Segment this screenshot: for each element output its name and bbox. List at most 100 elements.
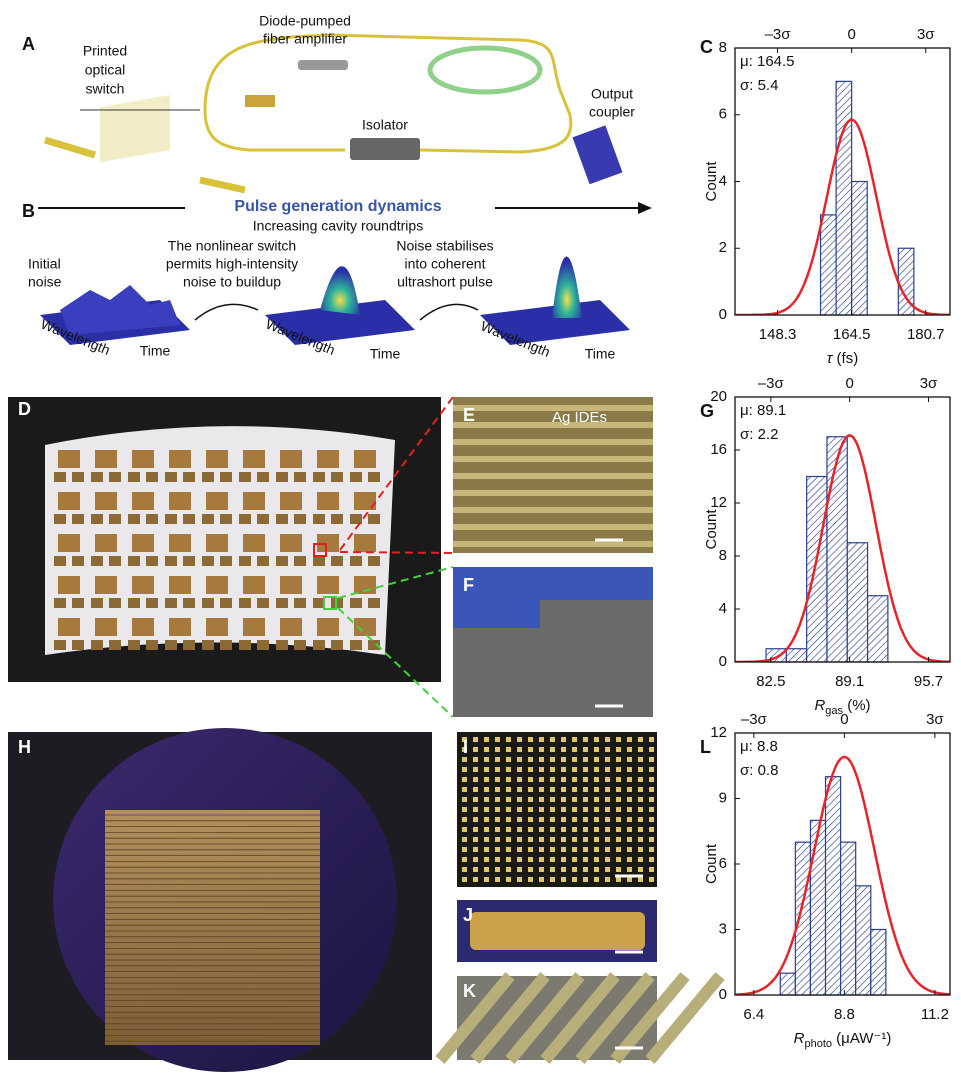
pad	[317, 450, 339, 468]
pixel	[649, 757, 654, 762]
pixel	[649, 857, 654, 862]
x-axis-label: τ (fs)	[827, 350, 858, 367]
pixel	[638, 847, 643, 852]
pixel	[594, 747, 599, 752]
x-axis-label-part: R	[794, 1030, 805, 1047]
x-tick-label: 164.5	[833, 326, 871, 343]
pixel	[583, 857, 588, 862]
x2-tick-label: –3σ	[765, 26, 792, 43]
pixel	[638, 807, 643, 812]
pixel	[605, 857, 610, 862]
pad	[132, 534, 154, 552]
pad	[54, 556, 66, 566]
pixel	[616, 777, 621, 782]
pixel	[583, 797, 588, 802]
pixel	[495, 877, 500, 882]
pixel	[528, 767, 533, 772]
pixel	[616, 737, 621, 742]
bar	[852, 182, 868, 316]
pixel	[583, 817, 588, 822]
x2-tick-label: 0	[845, 375, 853, 392]
pad	[206, 450, 228, 468]
label: Initial	[28, 256, 61, 272]
pixel	[616, 867, 621, 872]
pad	[331, 640, 343, 650]
pad	[146, 514, 158, 524]
pixel	[638, 817, 643, 822]
x2-tick-label: –3σ	[741, 711, 768, 728]
pixel	[484, 817, 489, 822]
pad	[202, 598, 214, 608]
pad	[202, 640, 214, 650]
pixel	[473, 777, 478, 782]
pixel	[495, 837, 500, 842]
pad	[317, 576, 339, 594]
pixel	[473, 817, 478, 822]
surfaces	[40, 257, 630, 346]
pixel	[517, 797, 522, 802]
pad	[72, 556, 84, 566]
pixel	[495, 827, 500, 832]
pixel	[627, 797, 632, 802]
stat-label: σ: 0.8	[740, 762, 778, 779]
pixel	[506, 767, 511, 772]
pixel	[550, 867, 555, 872]
pixel	[605, 737, 610, 742]
pad	[257, 598, 269, 608]
pixel	[594, 807, 599, 812]
label: Isolator	[362, 117, 408, 133]
pad	[95, 534, 117, 552]
pixel	[473, 747, 478, 752]
pad	[58, 492, 80, 510]
pixel	[550, 827, 555, 832]
x-tick-label: 95.7	[914, 673, 943, 690]
pad	[257, 472, 269, 482]
laser-diagram	[45, 35, 622, 190]
pad	[239, 640, 251, 650]
pad	[220, 556, 232, 566]
pad	[276, 598, 288, 608]
pixel	[572, 737, 577, 742]
pad	[72, 640, 84, 650]
pixel	[583, 747, 588, 752]
pixel	[594, 797, 599, 802]
y-tick-label: 20	[710, 388, 727, 405]
panel-label: I	[463, 737, 468, 757]
pixel	[495, 777, 500, 782]
pixel	[616, 877, 621, 882]
pixel	[484, 747, 489, 752]
pixel	[605, 747, 610, 752]
pad	[169, 534, 191, 552]
pad	[202, 514, 214, 524]
pixel	[473, 797, 478, 802]
electrode	[453, 473, 653, 479]
pixel	[462, 827, 467, 832]
pad	[109, 472, 121, 482]
pixel	[583, 837, 588, 842]
bar	[780, 973, 795, 995]
x2-tick-label: 0	[847, 26, 855, 43]
pixel	[638, 857, 643, 862]
pixel	[583, 777, 588, 782]
pixel	[528, 827, 533, 832]
pixel	[561, 757, 566, 762]
pixel	[572, 867, 577, 872]
pad	[280, 576, 302, 594]
dynamics-subtitle: Increasing cavity roundtrips	[253, 218, 423, 234]
pixel	[605, 817, 610, 822]
pixel	[550, 757, 555, 762]
pixel	[528, 787, 533, 792]
pixel	[594, 877, 599, 882]
x-axis-label-part: photo	[804, 1038, 832, 1050]
pixel	[517, 867, 522, 872]
pad	[183, 598, 195, 608]
pixel	[484, 827, 489, 832]
pad	[165, 640, 177, 650]
pad	[202, 556, 214, 566]
pixel	[627, 817, 632, 822]
pad	[350, 472, 362, 482]
pixel	[539, 807, 544, 812]
y-axis-label: Count	[703, 843, 720, 884]
pixel	[550, 737, 555, 742]
pad	[294, 556, 306, 566]
